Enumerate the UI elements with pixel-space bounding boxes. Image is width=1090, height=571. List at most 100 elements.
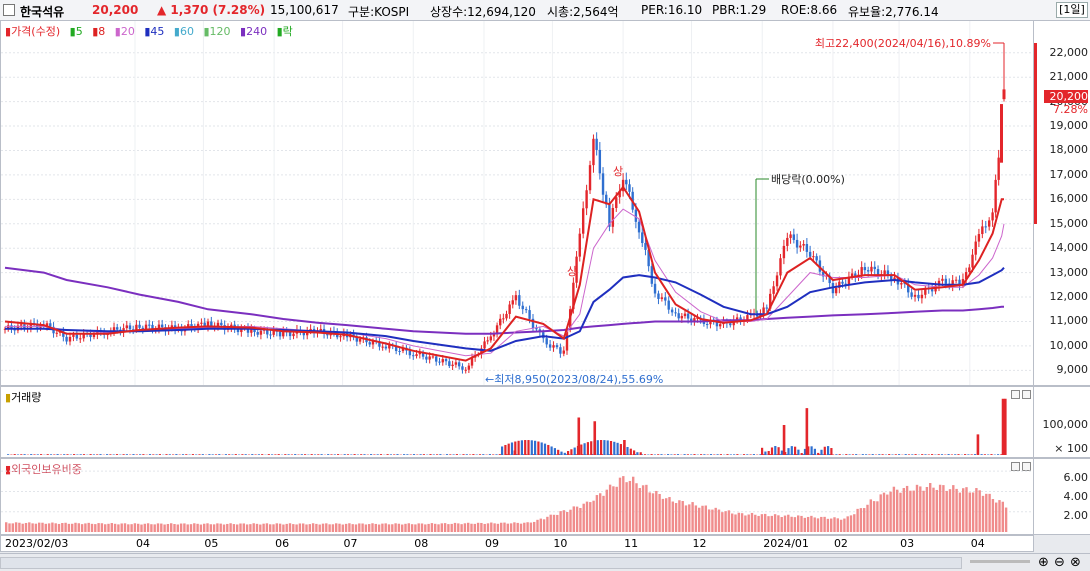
volume-bar xyxy=(429,454,431,455)
foreign-bar xyxy=(322,524,324,532)
volume-bar xyxy=(636,452,638,455)
foreign-panel[interactable]: ▮외국인보유비중 xyxy=(0,458,1034,535)
zoom-in-icon[interactable]: ⊕ xyxy=(1038,555,1049,570)
foreign-bar xyxy=(302,523,304,532)
candle-body xyxy=(559,347,561,353)
volume-bar xyxy=(504,445,506,455)
volume-bar xyxy=(941,454,943,455)
foreign-bar xyxy=(394,523,396,532)
candle-body xyxy=(289,332,291,336)
volume-bar xyxy=(806,408,809,455)
foreign-bar xyxy=(332,524,334,532)
candle-body xyxy=(625,180,627,184)
volume-bar xyxy=(172,454,174,455)
volume-bar xyxy=(835,454,837,455)
scroll-track[interactable] xyxy=(0,557,962,569)
chart-scrollbar[interactable]: ⊕ ⊖ ⊗ xyxy=(0,553,1090,571)
volume-bar xyxy=(761,448,763,455)
foreign-bar xyxy=(500,523,502,532)
volume-chart[interactable] xyxy=(1,387,1033,457)
foreign-bar xyxy=(22,524,24,532)
volume-bar xyxy=(439,454,441,455)
candle-body xyxy=(129,325,131,329)
period-button[interactable]: [1일] xyxy=(1056,2,1088,18)
volume-bar xyxy=(449,454,451,455)
candle-body xyxy=(789,234,791,238)
volume-bar xyxy=(557,450,559,455)
foreign-bar xyxy=(398,524,400,532)
volume-bar xyxy=(215,454,217,455)
volume-bar xyxy=(327,454,329,455)
foreign-bar xyxy=(830,519,832,532)
foreign-chart[interactable] xyxy=(1,459,1033,534)
volume-bar xyxy=(245,454,247,455)
candle-body xyxy=(799,246,801,248)
volume-bar xyxy=(518,441,520,455)
volume-bar xyxy=(20,454,22,455)
foreign-bar xyxy=(682,501,684,532)
foreign-bar xyxy=(147,523,149,532)
price-chart[interactable]: 최고22,400(2024/04/16),10.89%←최저8,950(2023… xyxy=(1,21,1033,385)
foreign-bar xyxy=(965,487,967,532)
candle-body xyxy=(968,267,970,272)
volume-bar xyxy=(957,454,959,455)
foreign-bar xyxy=(239,524,241,532)
foreign-bar xyxy=(936,490,938,532)
foreign-bar xyxy=(88,523,90,532)
volume-bar xyxy=(620,444,622,455)
date-tick-label: 07 xyxy=(344,537,358,550)
foreign-bar xyxy=(536,520,538,532)
volume-bar xyxy=(531,440,533,455)
foreign-bar xyxy=(616,487,618,532)
volume-bar xyxy=(1002,399,1005,455)
zoom-out-icon[interactable]: ⊖ xyxy=(1054,555,1065,570)
volume-bar xyxy=(951,454,953,455)
volume-bar xyxy=(733,454,735,455)
foreign-bar xyxy=(220,524,222,532)
volume-bar xyxy=(53,454,55,455)
price-panel[interactable]: ▮가격(수정) ▮5 ▮8 ▮20 ▮45 ▮60 ▮120 ▮240 ▮락 최… xyxy=(0,20,1034,386)
foreign-bar xyxy=(757,516,759,532)
volume-bar xyxy=(1004,399,1007,455)
stock-header: 한국석유 20,200 ▲ 1,370 (7.28%) 15,100,617 구… xyxy=(0,0,1090,21)
candle-body xyxy=(772,286,774,294)
volume-bar xyxy=(370,454,372,455)
foreign-bar xyxy=(975,488,977,532)
stock-name[interactable]: 한국석유 xyxy=(20,3,64,20)
volume-bar xyxy=(456,454,458,455)
foreign-bar xyxy=(262,524,264,532)
volume-panel[interactable]: ▮거래량 xyxy=(0,386,1034,458)
select-checkbox[interactable] xyxy=(3,4,15,16)
volume-bar xyxy=(778,447,780,455)
foreign-bar xyxy=(553,515,555,532)
candle-body xyxy=(595,139,597,150)
candle-body xyxy=(438,362,440,363)
foreign-bar xyxy=(361,524,363,532)
foreign-bar xyxy=(932,488,934,532)
candle-body xyxy=(556,345,558,347)
foreign-bar xyxy=(807,517,809,532)
candle-body xyxy=(638,222,640,233)
volume-bar xyxy=(271,454,273,455)
date-tick-label: 10 xyxy=(553,537,567,550)
foreign-bar xyxy=(28,522,30,532)
foreign-bar xyxy=(823,517,825,532)
foreign-bar xyxy=(299,523,301,532)
volume-bar xyxy=(251,454,253,455)
foreign-bar xyxy=(962,488,964,532)
volume-bar xyxy=(63,454,65,455)
volume-bar xyxy=(915,454,917,455)
date-tick-label: 02 xyxy=(834,537,848,550)
foreign-bar xyxy=(738,513,740,532)
candle-body xyxy=(525,309,527,310)
zoom-reset-icon[interactable]: ⊗ xyxy=(1070,555,1081,570)
candle-body xyxy=(835,288,837,293)
volume-bar xyxy=(580,445,582,455)
zoom-slider[interactable] xyxy=(970,560,1030,563)
foreign-bar xyxy=(959,493,961,532)
volume-bar xyxy=(50,454,52,455)
volume-bar xyxy=(878,454,880,455)
foreign-bar xyxy=(418,523,420,532)
candle-body xyxy=(585,190,587,208)
foreign-bar xyxy=(484,524,486,532)
